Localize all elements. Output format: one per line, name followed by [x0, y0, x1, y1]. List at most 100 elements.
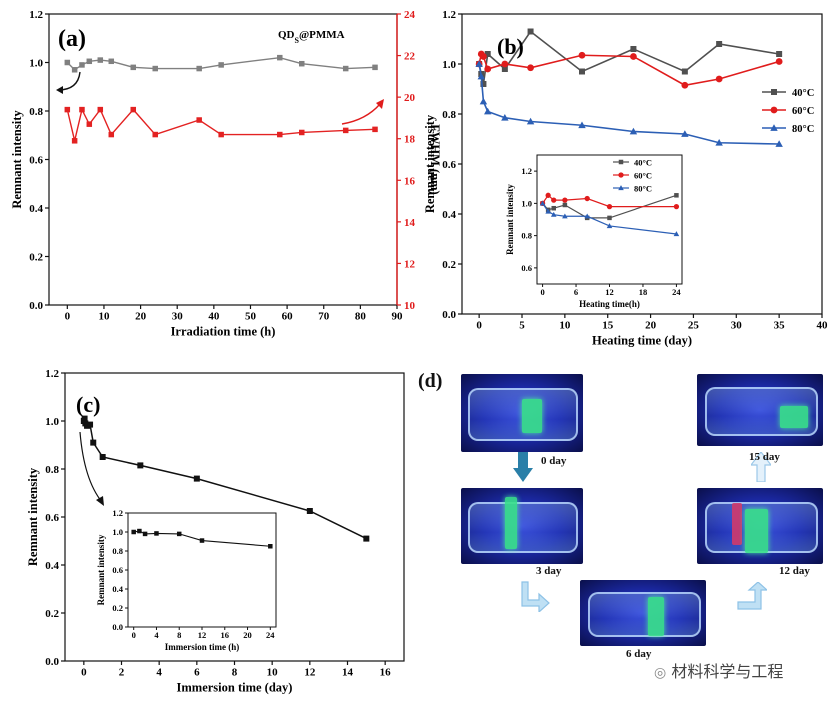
x-tick-label: 70: [318, 310, 330, 322]
x-tick-label: 14: [342, 666, 354, 678]
y-tick-label: 1.2: [29, 9, 43, 21]
y-tick-label: 0.6: [45, 512, 59, 524]
data-point: [64, 106, 71, 113]
inset-legend-label: 60°C: [634, 171, 652, 181]
x-tick-label: 10: [559, 319, 571, 331]
data-point: [776, 51, 783, 57]
data-point: [218, 62, 224, 68]
data-point: [64, 59, 71, 66]
x-tick-label: 8: [177, 630, 181, 640]
x-tick-label: 10: [267, 666, 279, 678]
data-point: [277, 131, 283, 138]
legend-marker: [770, 106, 778, 114]
y-tick-label: 0.4: [112, 584, 123, 594]
data-point: [526, 117, 535, 125]
data-point: [527, 28, 534, 35]
y-tick-label: 0.6: [521, 263, 532, 273]
y-tick-label: 0.2: [45, 608, 59, 620]
right-tick-label: 20: [404, 92, 416, 104]
x-tick-label: 0: [65, 310, 71, 322]
x-tick-label: 60: [282, 310, 294, 322]
data-point: [681, 130, 689, 137]
x-tick-label: 30: [172, 310, 184, 322]
x-tick-label: 15: [602, 319, 614, 331]
inset-legend-marker: [618, 159, 624, 165]
data-point: [545, 192, 551, 198]
panel-label-c: (c): [76, 392, 100, 417]
legend-label: 60°C: [792, 106, 814, 117]
right-tick-label: 16: [404, 175, 416, 187]
y-tick-label: 1.2: [112, 508, 123, 518]
y-tick-label: 0.4: [29, 203, 43, 215]
x-axis-label: Irradiation time (h): [171, 325, 276, 339]
inset-legend-marker: [618, 185, 624, 191]
data-point: [79, 106, 85, 113]
y-tick-label: 0.4: [442, 209, 456, 221]
data-point: [87, 421, 94, 428]
data-point: [545, 208, 551, 214]
chart-b: 0 5 10 15 20 25 30 35 40 0.0 0.2 0.4 0.6 0.8 1.0 1.2 Hea…: [423, 9, 828, 348]
y-tick-label: 1.2: [521, 166, 532, 176]
data-point: [268, 544, 273, 549]
x-tick-label: 20: [645, 319, 657, 331]
data-point: [97, 106, 104, 113]
right-axis-label: FWHM (nm): [428, 124, 442, 194]
y-tick-label: 0.8: [521, 231, 532, 241]
data-point: [715, 75, 723, 83]
inset-legend-label: 80°C: [634, 184, 652, 194]
y-tick-label: 1.0: [521, 198, 532, 208]
x-tick-label: 24: [266, 630, 275, 640]
legend-label: 40°C: [792, 88, 814, 99]
data-point: [480, 53, 487, 60]
legend-marker: [770, 124, 778, 131]
y-tick-label: 0.0: [45, 656, 59, 668]
legend-label: 80°C: [792, 124, 814, 135]
y-tick-label: 1.0: [112, 527, 123, 537]
x-tick-label: 4: [154, 630, 159, 640]
data-point: [342, 65, 349, 72]
panel-label-a: (a): [58, 26, 86, 52]
data-point: [674, 193, 679, 198]
data-point: [142, 531, 148, 537]
y-tick-label: 0.2: [112, 603, 123, 613]
arrow-right-icon: [341, 103, 381, 125]
data-point: [193, 475, 200, 482]
series-line: [478, 52, 780, 87]
y-tick-label: 0.8: [45, 464, 59, 476]
x-tick-label: 16: [380, 666, 392, 678]
data-point: [130, 64, 137, 71]
x-tick-label: 10: [98, 310, 110, 322]
data-point: [673, 203, 680, 210]
right-tick-label: 24: [404, 9, 416, 21]
x-tick-label: 80: [355, 310, 367, 322]
data-point: [501, 66, 508, 72]
data-point: [99, 454, 106, 460]
right-tick-label: 22: [404, 51, 416, 63]
legend-marker: [771, 89, 777, 95]
chart-c: 0 2 4 6 8 10 12 14 160.00.20.40.60.81.01.2Immers…: [26, 368, 405, 695]
inset-legend-marker: [618, 172, 624, 178]
right-tick-label: 12: [404, 258, 416, 270]
data-point: [550, 211, 557, 217]
y-axis-label: Remnant intensity: [10, 110, 24, 209]
arrow-down-icon: [79, 431, 103, 503]
data-point: [527, 64, 534, 72]
x-tick-label: 18: [639, 287, 648, 297]
data-point: [562, 213, 568, 219]
data-point: [630, 53, 637, 60]
data-point: [475, 60, 483, 67]
axes-frame: [127, 512, 277, 628]
data-point: [775, 58, 783, 65]
data-point: [584, 213, 590, 219]
arrow-head: [376, 99, 384, 109]
y-tick-label: 0.8: [442, 109, 456, 121]
x-tick-label: 24: [672, 287, 681, 297]
data-point: [152, 131, 158, 138]
data-point: [71, 67, 78, 73]
y-tick-label: 0.0: [442, 309, 456, 321]
x-tick-label: 90: [392, 310, 404, 322]
y-tick-label: 1.0: [442, 59, 456, 71]
x-axis-label: Immersion time (h): [165, 642, 239, 652]
data-point: [578, 121, 586, 129]
